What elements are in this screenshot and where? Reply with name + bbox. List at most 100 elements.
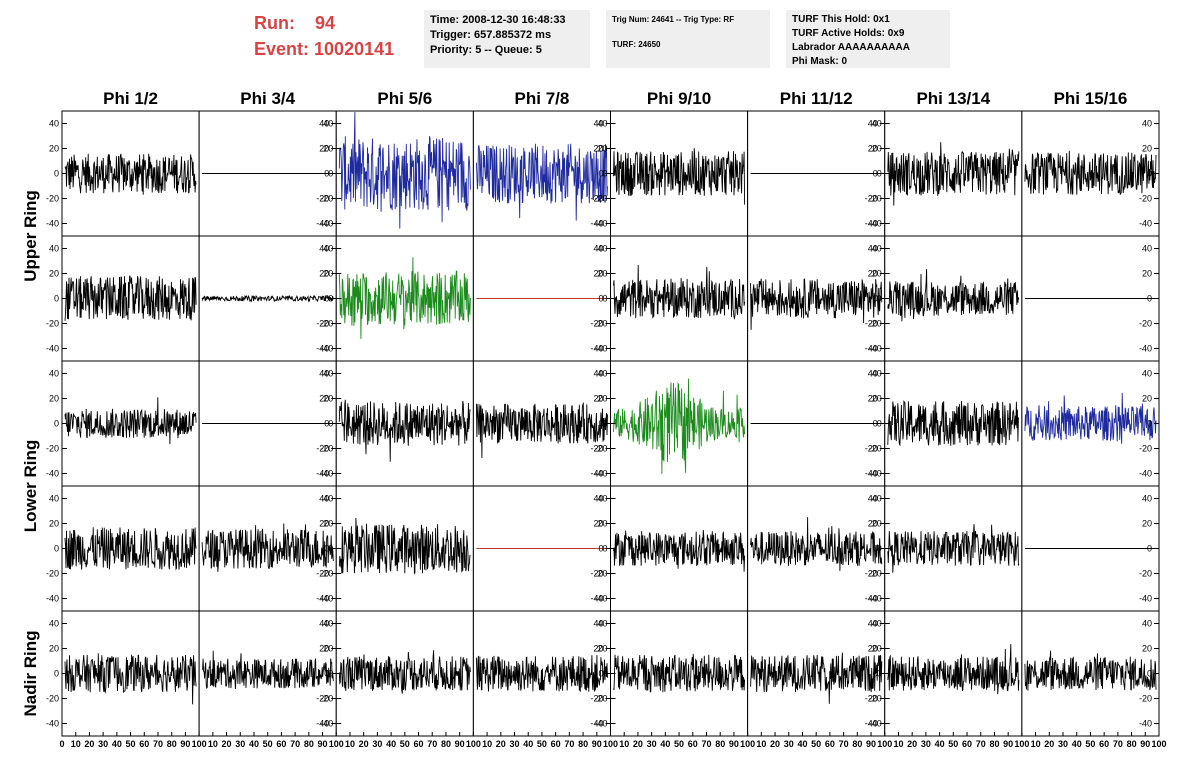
x-tick-label: 30 <box>647 739 657 749</box>
y-tick-label: 40 <box>593 119 603 129</box>
y-tick-label: -20 <box>316 694 329 704</box>
y-tick-label: 20 <box>597 519 607 529</box>
y-tick-label: 20 <box>323 394 333 404</box>
waveform-line <box>750 517 883 571</box>
column-title: Phi 9/10 <box>647 89 711 108</box>
y-tick-label: 0 <box>1147 544 1152 554</box>
y-tick-label: 20 <box>1142 644 1152 654</box>
y-tick-label: 20 <box>319 269 329 279</box>
waveform-line <box>201 650 334 690</box>
waveform-line <box>750 652 883 704</box>
y-tick-label: 40 <box>323 119 333 129</box>
y-tick-label: 20 <box>1142 519 1152 529</box>
x-tick-label: 80 <box>578 739 588 749</box>
x-tick-label: 30 <box>784 739 794 749</box>
turf-text: TURF: 24650 <box>612 40 661 49</box>
time-info-box: Time: 2008-12-30 16:48:33 Trigger: 657.8… <box>424 10 590 68</box>
x-tick-label: 80 <box>167 739 177 749</box>
waveform-line <box>887 644 1020 695</box>
waveform-line <box>64 153 197 195</box>
x-tick-label: 10 <box>71 739 81 749</box>
y-tick-label: -20 <box>869 194 882 204</box>
x-tick-label: 70 <box>839 739 849 749</box>
y-tick-label: -40 <box>594 219 607 229</box>
x-tick-label: 30 <box>510 739 520 749</box>
y-tick-label: 20 <box>323 519 333 529</box>
x-tick-label: 30 <box>1058 739 1068 749</box>
y-tick-label: 40 <box>1142 619 1152 629</box>
waveform-line <box>613 529 746 572</box>
y-tick-label: 0 <box>598 419 603 429</box>
x-tick-label: 20 <box>633 739 643 749</box>
y-tick-label: 0 <box>602 169 607 179</box>
x-tick-label: 10 <box>345 739 355 749</box>
x-tick-label: 50 <box>263 739 273 749</box>
waveform-line <box>887 400 1020 447</box>
y-tick-label: 40 <box>868 619 878 629</box>
x-tick-label: 100 <box>1151 739 1166 749</box>
y-tick-label: -40 <box>869 469 882 479</box>
waveform-line <box>338 399 471 462</box>
y-tick-label: -40 <box>590 594 603 604</box>
y-tick-label: 0 <box>328 544 333 554</box>
y-tick-label: 40 <box>1142 244 1152 254</box>
y-tick-label: 40 <box>1142 369 1152 379</box>
x-tick-label: 20 <box>222 739 232 749</box>
run-label: Run: <box>254 13 295 33</box>
y-tick-label: 40 <box>593 619 603 629</box>
y-tick-label: 0 <box>54 544 59 554</box>
x-tick-label: 20 <box>1044 739 1054 749</box>
y-tick-label: -40 <box>320 719 333 729</box>
waveform-line <box>475 655 608 692</box>
x-tick-label: 20 <box>770 739 780 749</box>
y-tick-label: 0 <box>598 544 603 554</box>
x-tick-label: 10 <box>482 739 492 749</box>
y-tick-label: -40 <box>320 594 333 604</box>
waveform-line <box>475 401 608 459</box>
column-title: Phi 1/2 <box>103 89 158 108</box>
y-tick-label: 0 <box>324 669 329 679</box>
y-tick-label: 20 <box>1142 269 1152 279</box>
x-tick-label: 40 <box>660 739 670 749</box>
y-tick-label: 20 <box>49 144 59 154</box>
waveform-line <box>338 517 471 575</box>
y-tick-label: 0 <box>324 419 329 429</box>
y-tick-label: 40 <box>872 244 882 254</box>
trig-num-text: Trig Num: 24641 -- Trig Type: RF <box>612 15 735 24</box>
priority-text: Priority: 5 -- Queue: 5 <box>430 44 542 56</box>
y-tick-label: 20 <box>872 644 882 654</box>
waveform-line <box>1024 392 1157 444</box>
y-tick-label: 40 <box>323 369 333 379</box>
y-tick-label: -40 <box>590 719 603 729</box>
y-tick-label: 0 <box>873 669 878 679</box>
y-tick-label: -40 <box>869 594 882 604</box>
x-tick-label: 70 <box>976 739 986 749</box>
x-tick-label: 40 <box>935 739 945 749</box>
x-tick-label: 30 <box>372 739 382 749</box>
y-tick-label: 20 <box>49 519 59 529</box>
x-tick-label: 20 <box>359 739 369 749</box>
y-tick-label: 20 <box>49 269 59 279</box>
y-tick-label: 20 <box>868 644 878 654</box>
y-tick-label: 0 <box>1147 169 1152 179</box>
event-value: 10020141 <box>314 39 395 59</box>
y-tick-label: 20 <box>597 644 607 654</box>
y-tick-label: 0 <box>54 169 59 179</box>
x-tick-label: 70 <box>1113 739 1123 749</box>
x-tick-label: 50 <box>537 739 547 749</box>
x-tick-label: 70 <box>564 739 574 749</box>
y-tick-label: 0 <box>324 544 329 554</box>
y-tick-label: -40 <box>316 594 329 604</box>
waveform-line <box>64 397 197 445</box>
time-text: Time: 2008-12-30 16:48:33 <box>430 14 566 26</box>
y-tick-label: -40 <box>46 594 59 604</box>
waveform-line <box>887 269 1020 322</box>
y-tick-label: 20 <box>319 519 329 529</box>
y-tick-label: 0 <box>1147 419 1152 429</box>
y-tick-label: -20 <box>320 569 333 579</box>
y-tick-label: -40 <box>865 469 878 479</box>
x-tick-label: 60 <box>1099 739 1109 749</box>
y-tick-label: 20 <box>597 144 607 154</box>
y-tick-label: -40 <box>869 719 882 729</box>
